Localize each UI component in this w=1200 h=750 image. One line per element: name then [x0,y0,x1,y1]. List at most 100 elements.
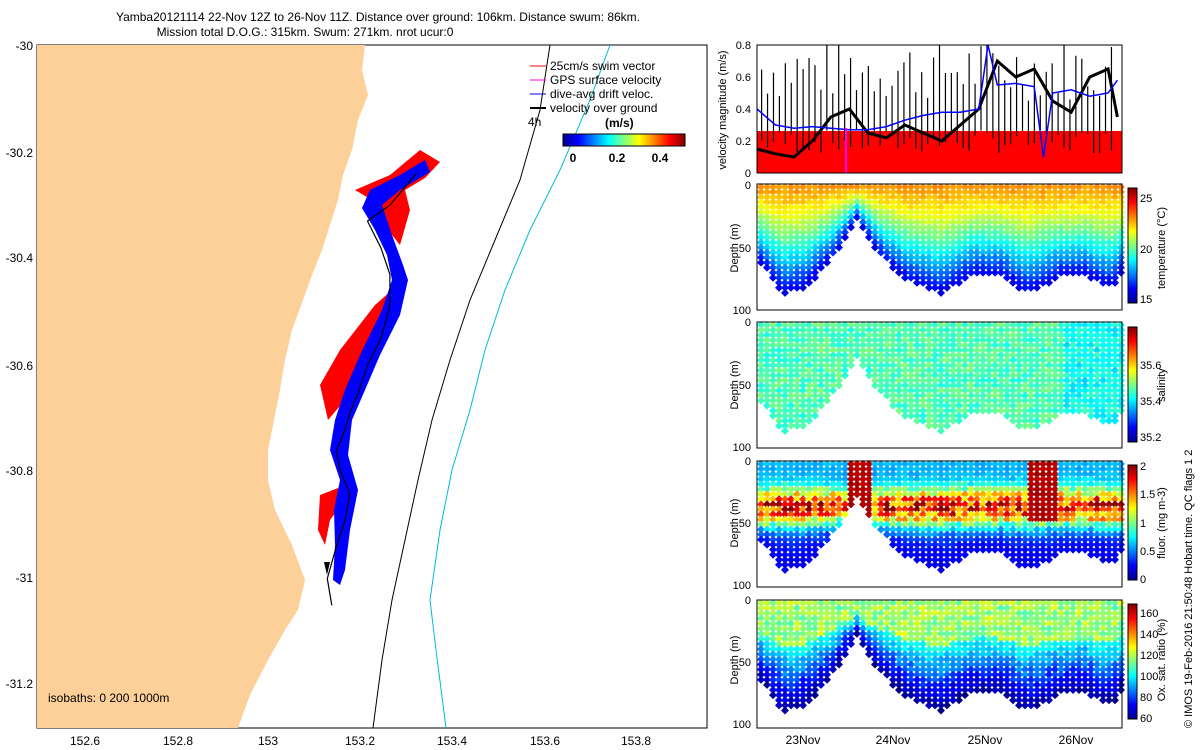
section-point [757,198,765,207]
section-point [835,619,843,628]
section-point [1045,416,1053,425]
section-point [787,460,795,468]
section-point [1051,599,1059,607]
section-point [1003,680,1011,689]
section-point [883,485,891,494]
section-point [775,341,783,350]
section-point [979,545,987,554]
section-point [919,188,927,197]
section-point [1045,188,1053,197]
section-point [1039,208,1047,217]
section-point [1117,500,1125,509]
section-point [781,376,789,385]
section-point [1003,634,1011,643]
section-point [769,530,777,539]
map-y-axis: -30 -30.2 -30.4 -30.6 -30.8 -31 -31.2 [6,39,34,691]
section-point [913,193,921,202]
section-point [1111,263,1119,272]
section-point [991,485,999,494]
section-point [955,208,963,217]
section-point [1117,356,1125,365]
section-point [901,490,909,499]
section-point [895,500,903,509]
section-point [1039,680,1047,689]
section-point [949,555,957,564]
section-point [985,401,993,410]
section-point [787,183,795,191]
section-point [973,639,981,648]
section-point [1117,490,1125,499]
section-point [769,253,777,262]
section-point [1009,650,1017,659]
section-point [769,233,777,242]
section-point [787,535,795,544]
section-point [871,655,879,664]
section-point [979,366,987,375]
section-point [985,660,993,669]
section-point [877,193,885,202]
section-point [1015,634,1023,643]
section-point [1051,411,1059,420]
section-point [1105,238,1113,247]
section-point [1009,599,1017,607]
section-point [793,614,801,623]
section-point [1009,619,1017,628]
section-point [913,376,921,385]
section-point [1009,346,1017,355]
section-point [883,510,891,519]
section-point [925,530,933,539]
section-point [1099,609,1107,618]
section-point [925,208,933,217]
section-point [763,490,771,499]
section-point [787,218,795,227]
section-point [799,555,807,564]
section-point [1045,540,1053,549]
section-point [841,629,849,638]
section-point [901,485,909,494]
section-point [829,376,837,385]
section-point [757,193,765,202]
section-point [943,213,951,222]
section-point [1045,500,1053,509]
section-point [937,665,945,674]
section-point [835,485,843,494]
section-point [1069,500,1077,509]
section-point [973,680,981,689]
section-point [1021,480,1029,489]
section-point [877,321,885,329]
section-point [1021,351,1029,360]
section-point [775,475,783,484]
section-point [1033,624,1041,633]
section-point [919,336,927,345]
section-point [1117,470,1125,479]
section-point [1021,475,1029,484]
section-point [931,346,939,355]
section-point [1027,645,1035,654]
section-point [787,680,795,689]
section-point [769,495,777,504]
section-point [925,321,933,329]
section-point [775,258,783,267]
section-point [1051,203,1059,212]
section-point [895,520,903,529]
section-point [787,346,795,355]
section-point [961,331,969,340]
section-frame [756,460,1123,588]
section-point [997,675,1005,684]
section-point [1027,326,1035,335]
section-point [931,675,939,684]
section-point [907,193,915,202]
section-point [997,614,1005,623]
section-point [1087,650,1095,659]
section-point [1021,218,1029,227]
section-point [799,624,807,633]
section-point [1087,540,1095,549]
section-point [985,680,993,689]
section-point [1099,258,1107,267]
section-point [781,535,789,544]
section-point [1093,495,1101,504]
section-point [775,193,783,202]
section-point [781,406,789,415]
section-point [1051,248,1059,257]
section-point [1099,624,1107,633]
